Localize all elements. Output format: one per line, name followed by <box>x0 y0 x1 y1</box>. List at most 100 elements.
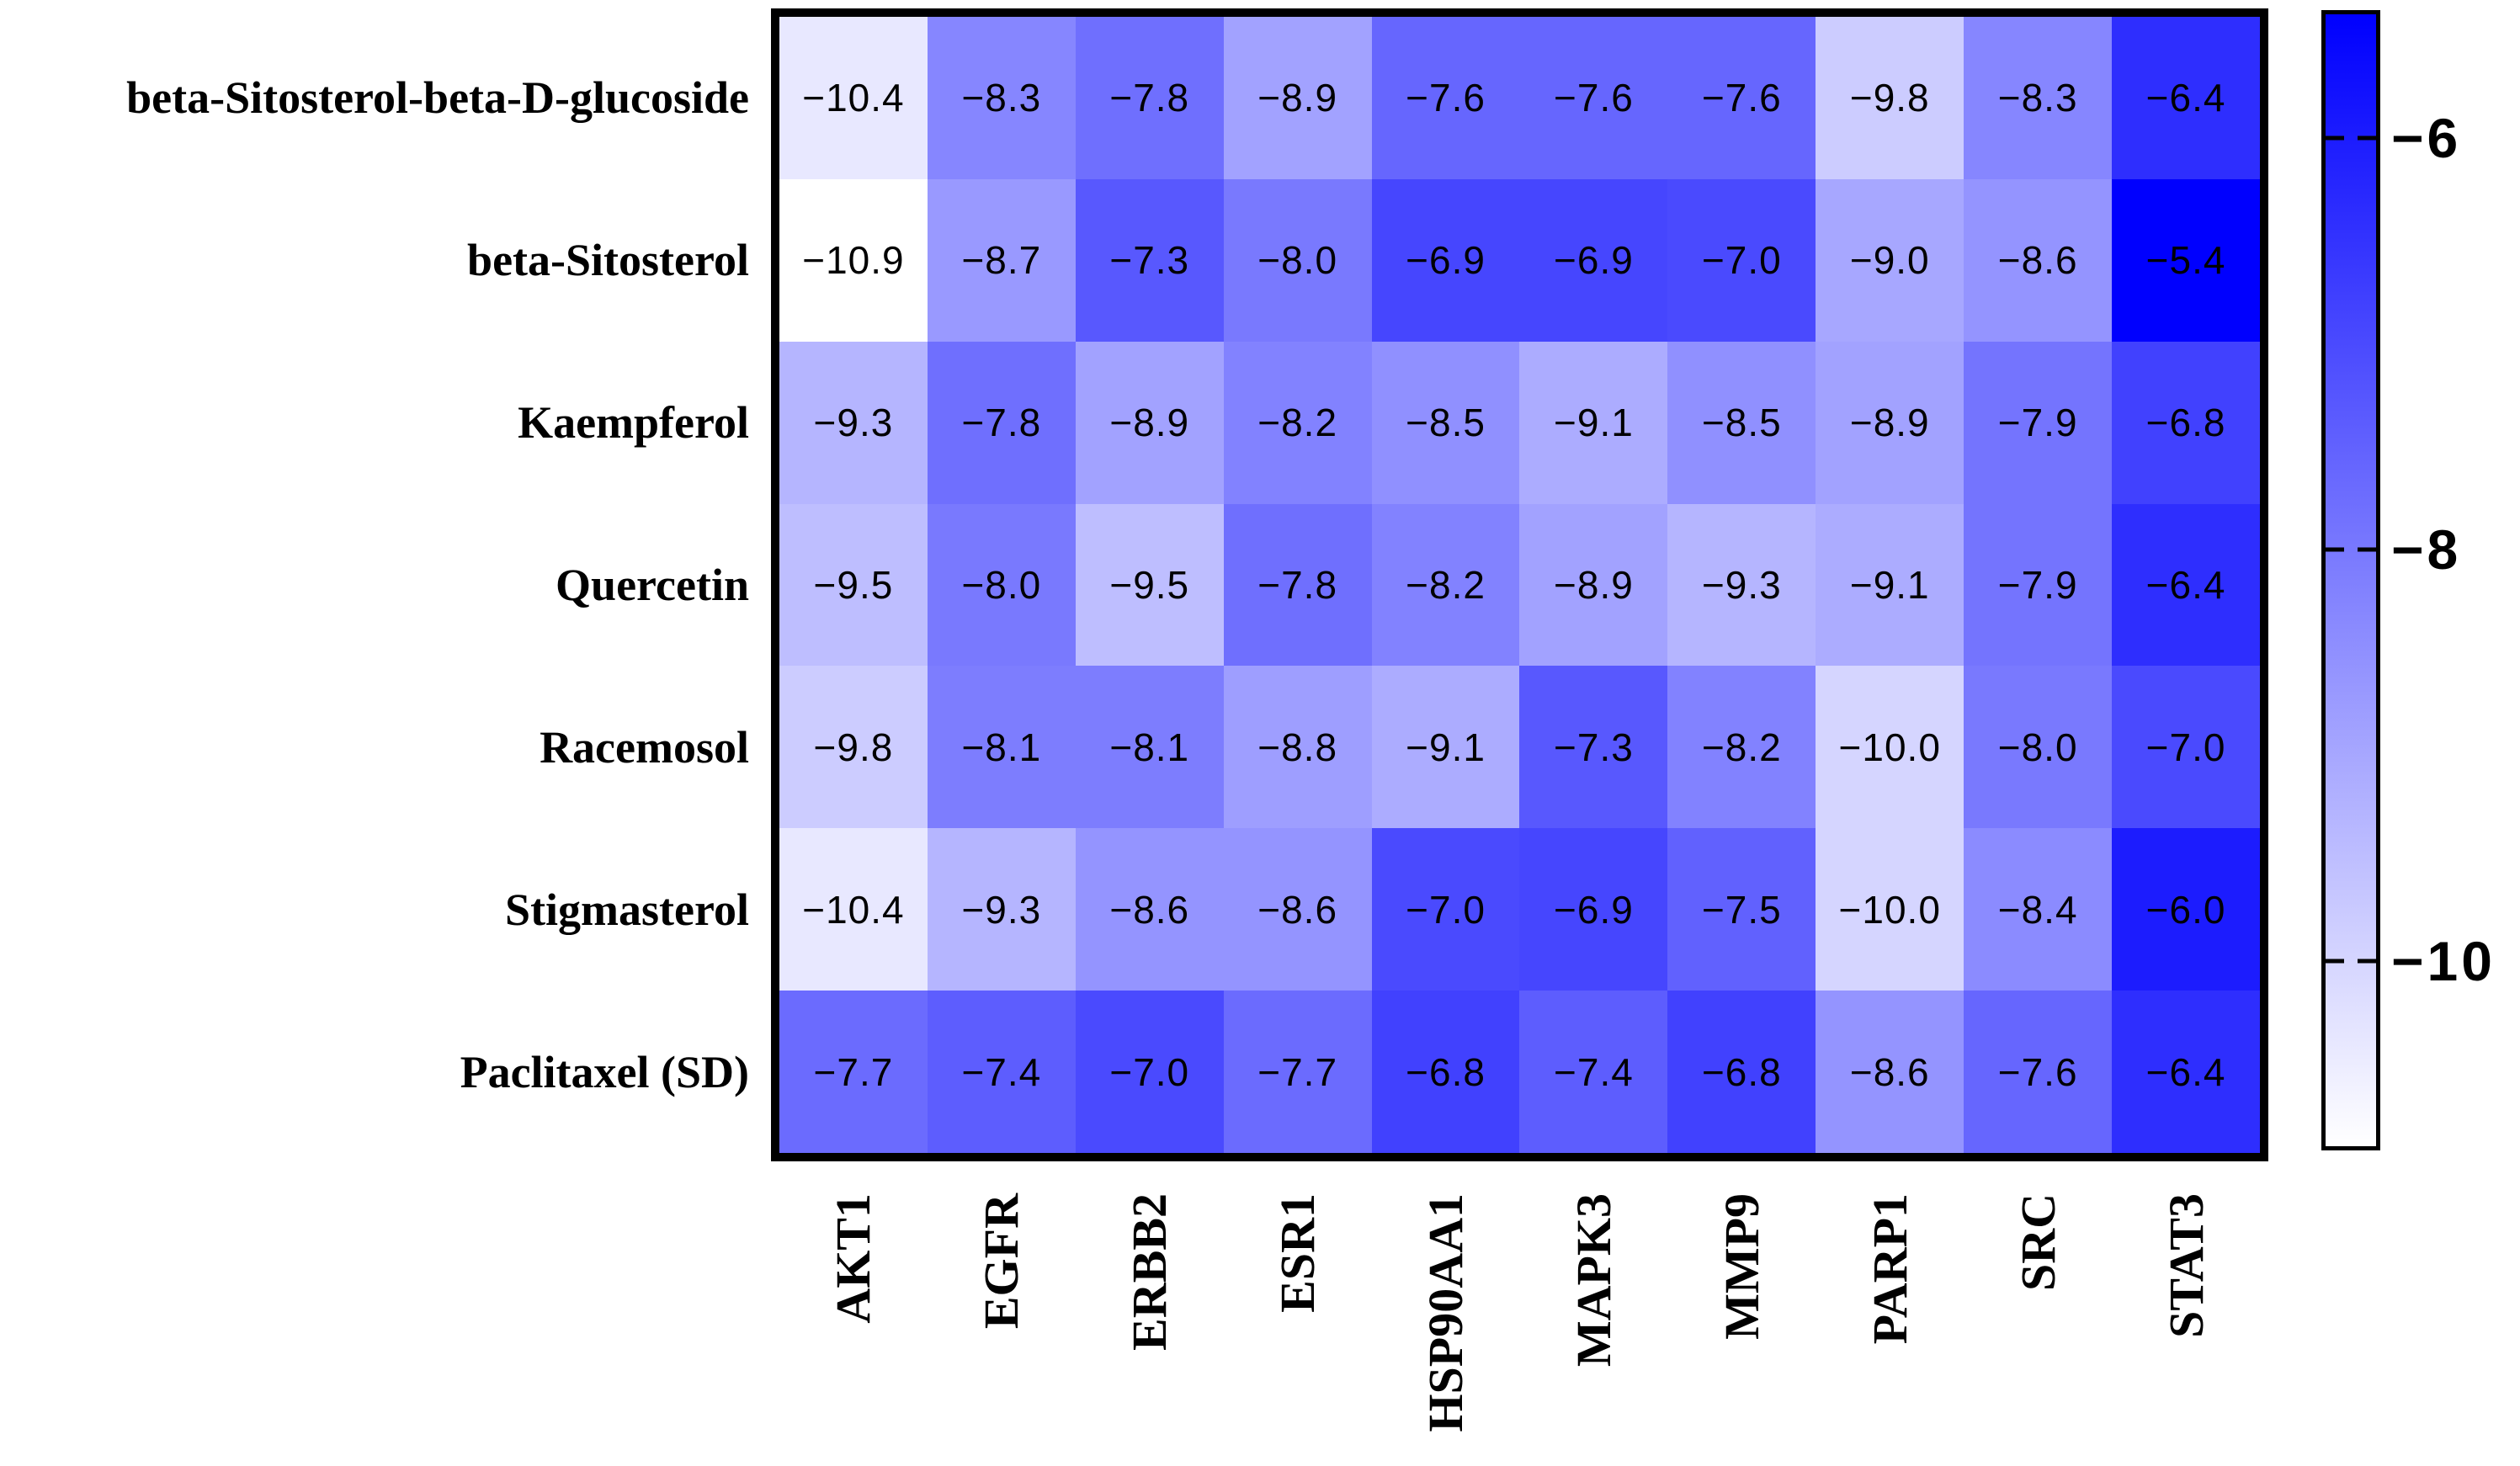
heatmap-cell: −7.8 <box>1223 503 1372 667</box>
heatmap-cell-value: −7.8 <box>961 401 1042 445</box>
heatmap-cell-value: −8.3 <box>961 76 1042 120</box>
col-label-slot: MAPK3 <box>1519 1170 1667 1464</box>
heatmap-cell: −10.4 <box>779 17 928 179</box>
col-label-slot: SRC <box>1964 1170 2112 1464</box>
heatmap-cell-value: −7.4 <box>961 1049 1042 1094</box>
heatmap-cell: −6.4 <box>2112 991 2260 1153</box>
row-label: beta-Sitosterol-beta-D-glucoside <box>126 72 749 124</box>
heatmap-cell: −7.7 <box>1223 991 1372 1153</box>
heatmap-cell: −8.2 <box>1223 341 1372 504</box>
heatmap-cell: −7.8 <box>927 341 1076 504</box>
col-label-slot: EGFR <box>928 1170 1076 1464</box>
heatmap-cell-value: −9.1 <box>1849 562 1930 607</box>
heatmap-cell: −7.6 <box>1519 17 1668 179</box>
heatmap-cell: −9.8 <box>779 666 928 829</box>
col-label: MMP9 <box>1714 1193 1769 1340</box>
heatmap-cell: −6.8 <box>2112 341 2260 504</box>
heatmap-cell-value: −9.8 <box>813 725 894 769</box>
colorbar-tick-mark <box>2358 959 2376 964</box>
colorbar: −6 −8 −10 <box>2321 10 2492 1150</box>
heatmap-cell-value: −7.4 <box>1554 1049 1634 1094</box>
heatmap-cell: −8.3 <box>927 17 1076 179</box>
heatmap-cell: −7.6 <box>1964 991 2113 1153</box>
row-label: beta-Sitosterol <box>467 235 749 286</box>
heatmap-cell-value: −8.1 <box>961 725 1042 769</box>
heatmap-cell-value: −9.3 <box>1701 562 1782 607</box>
colorbar-tick-label: −6 <box>2391 106 2462 169</box>
col-label-slot: ESR1 <box>1224 1170 1372 1464</box>
row-label: Racemosol <box>540 721 749 773</box>
heatmap-cell: −7.9 <box>1964 503 2113 667</box>
col-label-slot: ERBB2 <box>1076 1170 1224 1464</box>
heatmap-cell: −9.8 <box>1816 17 1964 179</box>
heatmap-cell-value: −8.9 <box>1257 76 1338 120</box>
heatmap-cell: −9.5 <box>1075 503 1224 667</box>
heatmap-cell-value: −7.6 <box>1554 76 1634 120</box>
heatmap-cell-value: −8.3 <box>1997 76 2078 120</box>
row-label: Kaempferol <box>518 397 749 449</box>
heatmap-cell: −9.3 <box>779 341 928 504</box>
heatmap-cell-value: −6.9 <box>1406 238 1486 283</box>
col-label: ESR1 <box>1270 1193 1326 1313</box>
heatmap-cell: −9.3 <box>927 828 1076 991</box>
colorbar-tick-label: −10 <box>2391 929 2496 992</box>
heatmap-cell: −8.6 <box>1075 828 1224 991</box>
heatmap-cell: −10.0 <box>1816 666 1964 829</box>
heatmap-cell-value: −7.0 <box>2145 725 2226 769</box>
col-label: EGFR <box>974 1193 1029 1330</box>
heatmap-cell: −8.0 <box>1964 666 2113 829</box>
heatmap-cell: −8.9 <box>1519 503 1668 667</box>
heatmap-cell-value: −9.3 <box>813 401 894 445</box>
heatmap-cell-value: −7.9 <box>1997 562 2078 607</box>
heatmap-grid: −10.4 −8.3 −7.8 −8.9 −7.6 −7.6 −7.6 −9.8 −8.3 −6.… <box>771 8 2268 1161</box>
heatmap-cell-value: −6.4 <box>2145 76 2226 120</box>
heatmap-cell: −7.6 <box>1371 17 1520 179</box>
heatmap-cell-value: −8.2 <box>1257 401 1338 445</box>
heatmap-cell-value: −6.9 <box>1554 887 1634 932</box>
heatmap-cell: −6.9 <box>1519 828 1668 991</box>
heatmap-cell: −7.3 <box>1075 178 1224 342</box>
y-axis-labels: beta-Sitosterol-beta-D-glucoside beta-Sit… <box>0 17 771 1153</box>
heatmap-cell-value: −6.8 <box>1701 1049 1782 1094</box>
heatmap-cell: −7.7 <box>779 991 928 1153</box>
row-label: Paclitaxel (SD) <box>460 1046 749 1097</box>
heatmap-cell-value: −8.0 <box>1997 725 2078 769</box>
heatmap-cell-value: −7.8 <box>1257 562 1338 607</box>
heatmap-cell-value: −8.9 <box>1849 401 1930 445</box>
heatmap-cell: −8.0 <box>927 503 1076 667</box>
heatmap-cell-value: −8.2 <box>1701 725 1782 769</box>
heatmap-cell-value: −8.9 <box>1554 562 1634 607</box>
heatmap-cell-value: −7.3 <box>1554 725 1634 769</box>
heatmap-cell: −8.9 <box>1075 341 1224 504</box>
heatmap-cell-value: −7.9 <box>1997 401 2078 445</box>
heatmap-cell: −6.9 <box>1371 178 1520 342</box>
heatmap-cell: −8.6 <box>1816 991 1964 1153</box>
colorbar-tick-mark <box>2326 547 2344 552</box>
colorbar-tick-mark <box>2358 547 2376 552</box>
heatmap-cell: −8.9 <box>1816 341 1964 504</box>
heatmap-cell-value: −7.3 <box>1109 238 1190 283</box>
heatmap-cell-value: −9.1 <box>1406 725 1486 769</box>
heatmap-cell-value: −7.6 <box>1701 76 1782 120</box>
heatmap-cell-value: −7.0 <box>1701 238 1782 283</box>
heatmap-cell-value: −7.0 <box>1406 887 1486 932</box>
heatmap-cell-value: −10.0 <box>1838 725 1941 769</box>
heatmap-cell: −7.0 <box>2112 666 2260 829</box>
heatmap-cell-value: −6.8 <box>1406 1049 1486 1094</box>
heatmap-cell: −8.2 <box>1371 503 1520 667</box>
heatmap-cell: −8.6 <box>1223 828 1372 991</box>
heatmap-cell-value: −8.5 <box>1406 401 1486 445</box>
colorbar-gradient <box>2326 14 2376 1146</box>
heatmap-cell: −9.0 <box>1816 178 1964 342</box>
heatmap-cell: −10.0 <box>1816 828 1964 991</box>
col-label: ERBB2 <box>1122 1193 1178 1351</box>
heatmap-cell: −9.1 <box>1816 503 1964 667</box>
heatmap-cell-value: −8.6 <box>1849 1049 1930 1094</box>
row-label: Quercetin <box>556 559 749 610</box>
heatmap-cell-value: −6.4 <box>2145 1049 2226 1094</box>
heatmap-cell-value: −8.6 <box>1997 238 2078 283</box>
row-label: Stigmasterol <box>505 884 749 935</box>
heatmap-cell: −7.0 <box>1075 991 1224 1153</box>
x-axis-labels: AKT1 EGFR ERBB2 ESR1 HSP90AA1 MAPK3 MMP9 PARP1 S… <box>779 1170 2260 1464</box>
